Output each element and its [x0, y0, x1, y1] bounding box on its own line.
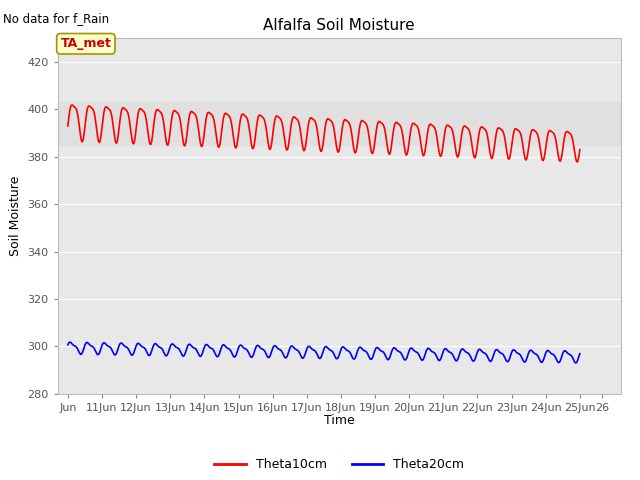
- Bar: [58, 102, 621, 145]
- Legend: Theta10cm, Theta20cm: Theta10cm, Theta20cm: [209, 453, 469, 476]
- Title: Alfalfa Soil Moisture: Alfalfa Soil Moisture: [264, 18, 415, 33]
- Text: TA_met: TA_met: [60, 37, 111, 50]
- X-axis label: Time: Time: [324, 414, 355, 427]
- Text: No data for f_Rain: No data for f_Rain: [3, 12, 109, 25]
- Y-axis label: Soil Moisture: Soil Moisture: [9, 176, 22, 256]
